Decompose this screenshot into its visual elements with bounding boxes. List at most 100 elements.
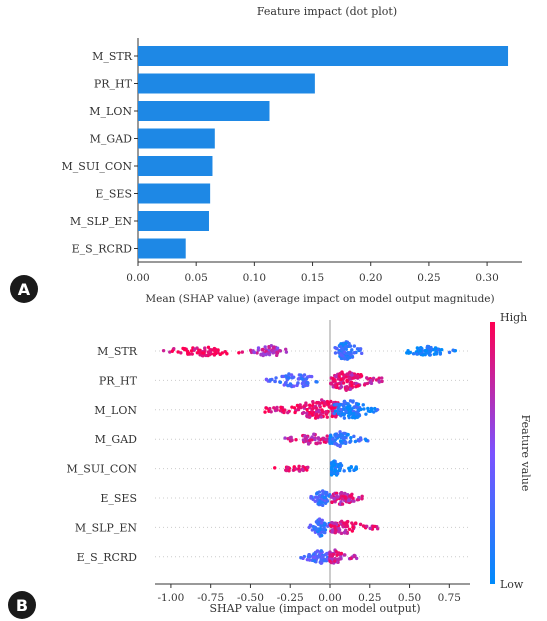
shap-point <box>338 444 342 449</box>
panel-b-beeswarm: M_STR PR_HT M_LON M_GAD M_SUI_CON E_SES M_SLP_… <box>67 311 532 615</box>
shap-point <box>348 344 353 348</box>
shap-point <box>337 530 341 534</box>
shap-point <box>332 496 336 501</box>
shap-point <box>359 374 364 378</box>
bar-m_lon <box>138 101 270 121</box>
shap-point <box>360 351 364 356</box>
shap-point <box>252 350 256 355</box>
shap-point <box>307 438 312 443</box>
shap-point <box>342 521 346 525</box>
panel-b-x-tick-label: -1.00 <box>157 592 184 604</box>
shap-point <box>365 381 370 386</box>
shap-point <box>273 466 277 470</box>
shap-point <box>339 407 343 412</box>
shap-point <box>290 405 294 409</box>
shap-point <box>308 410 312 415</box>
shap-point <box>354 375 358 380</box>
shap-point <box>317 517 322 521</box>
shap-point <box>328 441 332 445</box>
shap-point <box>214 351 218 356</box>
shap-point <box>263 345 267 349</box>
shap-point <box>340 502 345 506</box>
shap-point <box>411 352 416 356</box>
shap-point <box>334 491 339 496</box>
shap-point <box>329 471 334 475</box>
shap-point <box>352 434 356 439</box>
shap-point <box>341 407 346 411</box>
panel-a-category-label: M_STR <box>92 50 133 63</box>
shap-point <box>344 344 348 349</box>
shap-point <box>195 351 200 355</box>
shap-point <box>179 351 183 355</box>
shap-point <box>352 554 357 559</box>
shap-point <box>259 352 264 357</box>
shap-point <box>361 403 365 407</box>
shap-point <box>315 527 319 532</box>
shap-point <box>349 494 353 498</box>
shap-point <box>304 439 308 443</box>
shap-point <box>342 357 347 361</box>
shap-point <box>328 554 332 558</box>
shap-point <box>365 376 369 380</box>
panel-b-x-tick-label: 0.75 <box>438 592 461 604</box>
shap-point <box>339 347 344 352</box>
shap-point <box>349 556 353 561</box>
shap-point <box>283 436 287 440</box>
shap-point <box>297 464 301 469</box>
panel-b-x-tick-label: 0.50 <box>398 592 421 604</box>
shap-point <box>342 469 346 473</box>
panel-b-category-label: E_S_RCRD <box>77 551 138 564</box>
shap-point <box>338 344 343 349</box>
shap-point <box>352 411 356 416</box>
shap-point <box>201 351 205 355</box>
shap-point <box>333 409 338 413</box>
shap-point <box>354 381 358 386</box>
shap-point <box>346 432 350 437</box>
shap-point <box>309 496 313 500</box>
shap-point <box>345 385 349 389</box>
panel-a-category-label: PR_HT <box>94 78 133 91</box>
shap-point <box>322 521 326 525</box>
shap-point <box>268 406 272 411</box>
shap-point <box>349 436 353 440</box>
shap-point <box>315 441 319 446</box>
shap-point <box>340 350 345 355</box>
shap-point <box>271 345 276 350</box>
panel-b-category-label: M_SUI_CON <box>67 463 138 476</box>
shap-point <box>353 521 358 525</box>
shap-point <box>290 376 294 380</box>
shap-point <box>418 349 423 353</box>
shap-point <box>362 383 367 387</box>
shap-point <box>314 406 319 410</box>
shap-point <box>362 407 366 411</box>
shap-point <box>347 498 351 503</box>
shap-point <box>323 495 327 500</box>
shap-point <box>312 432 316 436</box>
shap-point <box>293 410 297 415</box>
shap-point <box>350 521 354 525</box>
shap-point <box>356 384 360 388</box>
shap-point <box>348 399 353 403</box>
shap-point <box>351 376 356 380</box>
shap-point <box>311 555 315 559</box>
shap-point <box>329 406 333 410</box>
shap-point <box>329 399 333 404</box>
panel-a-x-tick-label: 0.30 <box>475 272 498 284</box>
shap-point <box>308 523 313 527</box>
shap-point <box>311 399 315 404</box>
shap-point <box>341 404 346 408</box>
shap-point <box>218 352 223 357</box>
shap-point <box>341 381 346 385</box>
shap-point <box>340 441 345 445</box>
shap-point <box>337 350 341 355</box>
shap-point <box>330 500 334 505</box>
panel-b-x-label: SHAP value (impact on model output) <box>209 602 420 615</box>
shap-point <box>349 465 353 470</box>
panel-b-category-label: PR_HT <box>99 374 138 387</box>
shap-point <box>365 524 369 529</box>
panel-b-x-tick-label: -0.50 <box>237 592 264 604</box>
shap-point <box>360 494 364 498</box>
shap-point <box>352 344 357 348</box>
shap-point <box>324 410 328 414</box>
shap-point <box>312 559 317 563</box>
